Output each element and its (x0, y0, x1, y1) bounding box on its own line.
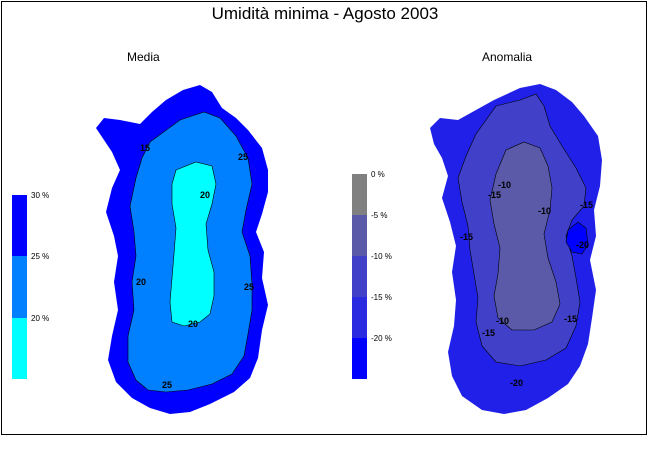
contour-label: -20 (510, 378, 523, 388)
legend-swatch (12, 195, 27, 256)
contour-label: 25 (244, 282, 254, 292)
legend-swatch (352, 256, 367, 297)
legend-label: -5 % (371, 211, 388, 220)
legend-label: 25 % (31, 252, 50, 261)
contour-label: -15 (564, 314, 577, 324)
contour-label: 25 (162, 380, 172, 390)
legend-label: 30 % (31, 191, 50, 200)
legend-swatch (12, 318, 27, 379)
contour-area-minus20-east (565, 221, 589, 255)
contour-label: -15 (482, 328, 495, 338)
panel-label-anomalia: Anomalia (482, 50, 533, 64)
legend-swatch (352, 338, 367, 379)
contour-label: -20 (576, 240, 589, 250)
contour-area-20-media (169, 161, 217, 327)
contour-label: 25 (238, 152, 248, 162)
figure-title: Umidità minima - Agosto 2003 (211, 4, 439, 23)
legend-label: -20 % (371, 334, 392, 343)
contour-label: -15 (488, 190, 501, 200)
contour-label: 20 (136, 277, 146, 287)
contour-label: 20 (188, 319, 198, 329)
legend-swatch (12, 256, 27, 318)
legend-label: 20 % (31, 314, 50, 323)
contour-label: 20 (200, 190, 210, 200)
legend-anomalia (352, 174, 367, 379)
contour-label: 15 (140, 143, 150, 153)
panel-label-media: Media (127, 50, 160, 64)
legend-media (12, 195, 27, 379)
contour-label: -10 (496, 316, 509, 326)
contour-label: -15 (580, 200, 593, 210)
contour-label: -10 (498, 180, 511, 190)
legend-swatch (352, 174, 367, 215)
legend-swatch (352, 215, 367, 256)
map-media: 15 20 25 20 20 25 25 (96, 85, 268, 414)
legend-label: 0 % (371, 170, 385, 179)
legend-swatch (352, 297, 367, 338)
legend-label: -10 % (371, 252, 392, 261)
legend-label: -15 % (371, 293, 392, 302)
map-anomalia: -10 -15 -15 -10 -15 -20 -10 -15 -15 -20 (430, 84, 602, 414)
contour-label: -15 (460, 232, 473, 242)
contour-label: -10 (538, 206, 551, 216)
contour-area-minus10 (489, 141, 561, 331)
